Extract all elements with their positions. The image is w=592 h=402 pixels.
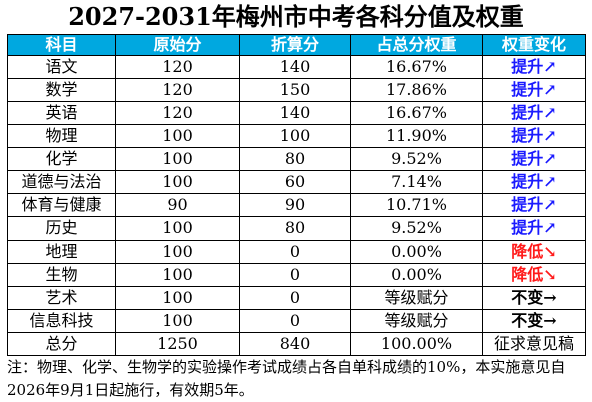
- table-row: 语文 120 140 16.67% 提升↗: [7, 54, 586, 80]
- subject-cell: 语文: [7, 54, 116, 80]
- converted-score-cell: 0: [239, 262, 351, 287]
- weight-change-cell: 提升↗: [482, 193, 586, 218]
- raw-score-cell: 100: [115, 308, 240, 333]
- subject-cell: 艺术: [7, 285, 116, 310]
- raw-score-cell: 90: [115, 193, 240, 218]
- weight-change-cell: 提升↗: [482, 124, 586, 149]
- table-row: 道德与法治 100 60 7.14% 提升↗: [7, 170, 586, 195]
- weight-cell: 等级赋分: [350, 308, 483, 333]
- weight-cell: 16.67%: [350, 101, 483, 126]
- column-header-converted-score: 折算分: [239, 34, 351, 56]
- converted-score-cell: 0: [239, 285, 351, 310]
- column-header-raw-score: 原始分: [115, 34, 240, 56]
- table-row: 地理 100 0 0.00% 降低↘: [7, 239, 586, 264]
- weight-change-cell: 提升↗: [482, 54, 586, 80]
- weight-cell: 10.71%: [350, 193, 483, 218]
- raw-score-cell: 120: [115, 101, 240, 126]
- column-header-subject: 科目: [7, 34, 116, 56]
- table-row: 体育与健康 90 90 10.71% 提升↗: [7, 193, 586, 218]
- subject-cell: 总分: [7, 331, 116, 357]
- subject-cell: 英语: [7, 101, 116, 126]
- column-header-weight-change: 权重变化: [482, 34, 586, 56]
- weight-cell: 9.52%: [350, 216, 483, 241]
- weight-cell: 等级赋分: [350, 285, 483, 310]
- weight-cell: 0.00%: [350, 239, 483, 264]
- converted-score-cell: 140: [239, 101, 351, 126]
- weight-change-cell: 提升↗: [482, 78, 586, 103]
- weight-change-cell: 征求意见稿: [482, 331, 586, 357]
- column-header-weight: 占总分权重: [350, 34, 483, 56]
- weight-change-cell: 降低↘: [482, 262, 586, 287]
- weight-change-cell: 提升↗: [482, 170, 586, 195]
- subject-cell: 物理: [7, 124, 116, 149]
- score-weight-table: 科目 原始分 折算分 占总分权重 权重变化 语文 120 140 16.67% 提升↗ 数…: [7, 34, 586, 357]
- raw-score-cell: 100: [115, 285, 240, 310]
- table-row: 艺术 100 0 等级赋分 不变→: [7, 285, 586, 310]
- converted-score-cell: 140: [239, 54, 351, 80]
- converted-score-cell: 0: [239, 308, 351, 333]
- weight-change-cell: 提升↗: [482, 101, 586, 126]
- table-row: 生物 100 0 0.00% 降低↘: [7, 262, 586, 287]
- table-row: 英语 120 140 16.67% 提升↗: [7, 101, 586, 126]
- table-row: 总分 1250 840 100.00% 征求意见稿: [7, 331, 586, 357]
- weight-cell: 7.14%: [350, 170, 483, 195]
- weight-change-cell: 提升↗: [482, 216, 586, 241]
- weight-cell: 9.52%: [350, 147, 483, 172]
- raw-score-cell: 100: [115, 239, 240, 264]
- converted-score-cell: 840: [239, 331, 351, 357]
- weight-change-cell: 不变→: [482, 308, 586, 333]
- raw-score-cell: 120: [115, 54, 240, 80]
- converted-score-cell: 90: [239, 193, 351, 218]
- subject-cell: 体育与健康: [7, 193, 116, 218]
- converted-score-cell: 80: [239, 216, 351, 241]
- converted-score-cell: 60: [239, 170, 351, 195]
- table-row: 化学 100 80 9.52% 提升↗: [7, 147, 586, 172]
- table-body: 语文 120 140 16.67% 提升↗ 数学 120 150 17.86% 提升↗ 英语 120 1…: [7, 54, 586, 357]
- footnote: 注：物理、化学、生物学的实验操作考试成绩占各自单科成绩的10%，本实施意见自20…: [7, 358, 566, 399]
- subject-cell: 地理: [7, 239, 116, 264]
- raw-score-cell: 100: [115, 147, 240, 172]
- subject-cell: 数学: [7, 78, 116, 103]
- table-row: 数学 120 150 17.86% 提升↗: [7, 78, 586, 103]
- subject-cell: 化学: [7, 147, 116, 172]
- subject-cell: 信息科技: [7, 308, 116, 333]
- weight-change-cell: 提升↗: [482, 147, 586, 172]
- table-row: 历史 100 80 9.52% 提升↗: [7, 216, 586, 241]
- raw-score-cell: 100: [115, 216, 240, 241]
- raw-score-cell: 120: [115, 78, 240, 103]
- page-title: 2027-2031年梅州市中考各科分值及权重: [68, 2, 524, 31]
- converted-score-cell: 100: [239, 124, 351, 149]
- weight-cell: 16.67%: [350, 54, 483, 80]
- subject-cell: 历史: [7, 216, 116, 241]
- converted-score-cell: 150: [239, 78, 351, 103]
- weight-cell: 0.00%: [350, 262, 483, 287]
- subject-cell: 生物: [7, 262, 116, 287]
- raw-score-cell: 100: [115, 170, 240, 195]
- table-row: 信息科技 100 0 等级赋分 不变→: [7, 308, 586, 333]
- weight-change-cell: 不变→: [482, 285, 586, 310]
- table-header-row: 科目 原始分 折算分 占总分权重 权重变化: [7, 34, 586, 56]
- table-row: 物理 100 100 11.90% 提升↗: [7, 124, 586, 149]
- subject-cell: 道德与法治: [7, 170, 116, 195]
- weight-cell: 100.00%: [350, 331, 483, 357]
- raw-score-cell: 100: [115, 124, 240, 149]
- weight-change-cell: 降低↘: [482, 239, 586, 264]
- weight-cell: 17.86%: [350, 78, 483, 103]
- converted-score-cell: 0: [239, 239, 351, 264]
- raw-score-cell: 100: [115, 262, 240, 287]
- converted-score-cell: 80: [239, 147, 351, 172]
- weight-cell: 11.90%: [350, 124, 483, 149]
- raw-score-cell: 1250: [115, 331, 240, 357]
